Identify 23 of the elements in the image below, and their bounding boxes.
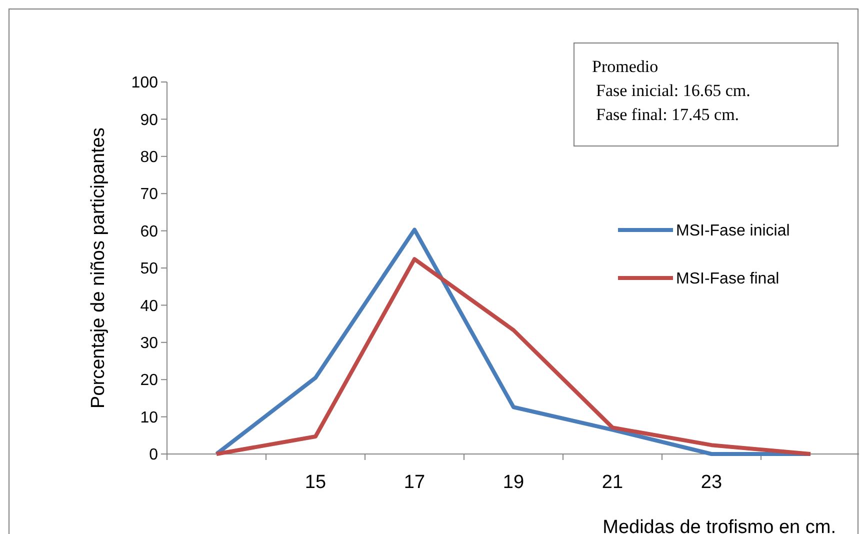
annotation: Fase final: 17.45 cm. xyxy=(596,105,740,124)
x-tick-label: 17 xyxy=(404,472,426,493)
text: Promedio xyxy=(592,57,658,76)
annotation: Fase inicial: 16.65 cm. xyxy=(596,81,750,100)
y-axis-title: Porcentaje de niños participantes xyxy=(88,128,109,408)
y-tick-label: 80 xyxy=(140,149,158,166)
legend-label: MSI-Fase final xyxy=(676,270,780,288)
y-tick-label: 60 xyxy=(140,223,158,240)
x-tick-label: 23 xyxy=(700,472,722,493)
y-tick-label: 30 xyxy=(140,335,158,352)
y-tick-label: 40 xyxy=(140,298,158,315)
legend-label: MSI-Fase inicial xyxy=(676,222,790,240)
y-tick-label: 0 xyxy=(149,446,158,464)
y-tick-label: 90 xyxy=(140,112,158,129)
y-tick-label: 100 xyxy=(131,74,158,92)
y-tick-label: 70 xyxy=(140,186,158,204)
y-tick-label: 50 xyxy=(140,260,158,278)
y-tick-label: 20 xyxy=(140,372,158,390)
x-tick-label: 19 xyxy=(502,472,524,493)
x-tick-label: 21 xyxy=(602,472,624,493)
y-tick-label: 10 xyxy=(140,409,158,426)
x-tick-label: 15 xyxy=(304,472,326,493)
x-axis-title: Medidas de trofismo en cm. xyxy=(602,517,836,534)
